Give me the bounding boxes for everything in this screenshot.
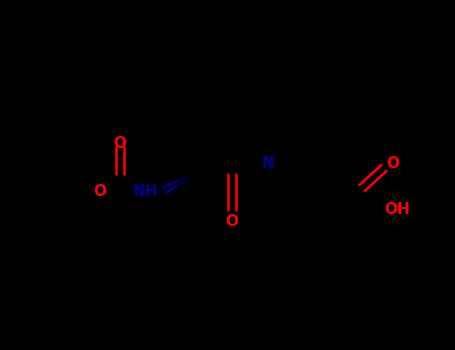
Text: O: O (386, 156, 399, 172)
Text: O: O (226, 214, 238, 229)
Text: O: O (113, 135, 126, 150)
Text: NH: NH (132, 184, 158, 200)
Text: O: O (93, 184, 106, 200)
Polygon shape (162, 174, 196, 194)
Text: OH: OH (384, 203, 410, 217)
Text: N: N (262, 156, 274, 171)
